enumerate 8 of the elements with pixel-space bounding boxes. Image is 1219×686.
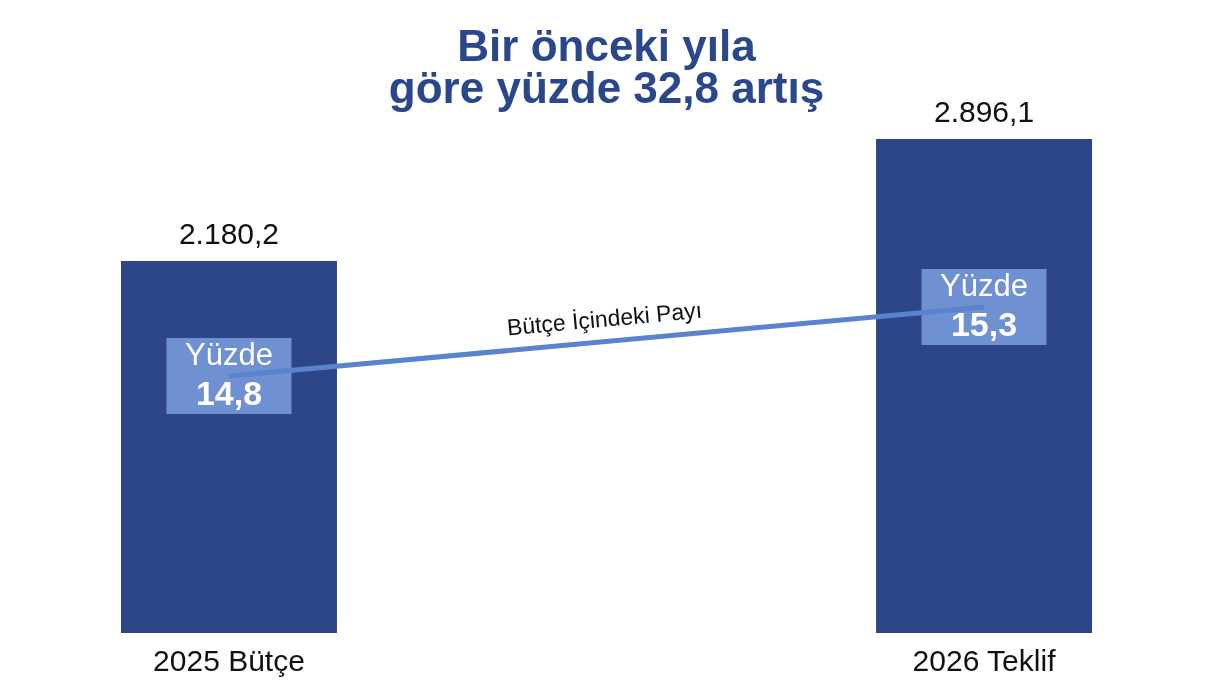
text: Bütçe İçindeki Payı	[505, 296, 703, 341]
data-label: Yüzde 15,3	[940, 267, 1028, 343]
x-tick-label: 2026 Teklif	[912, 643, 1057, 677]
x-tick-label: 2025 Bütçe	[153, 643, 305, 677]
data-label: 2.180,2	[178, 217, 280, 251]
data-label: Yüzde 14,8	[185, 337, 273, 413]
data-label: 2.896,1	[933, 95, 1035, 128]
chart-title: Bir önceki yıla göre yüzde 32,8 artış	[388, 21, 825, 112]
